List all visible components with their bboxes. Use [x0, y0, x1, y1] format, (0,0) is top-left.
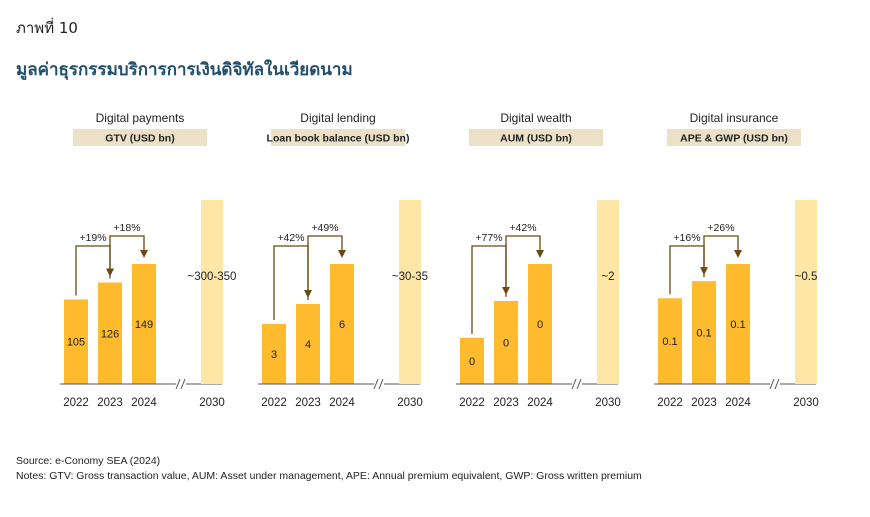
digital-wealth-tick-2024: 2024 — [527, 397, 553, 409]
digital-wealth-growth-arrow-2 — [505, 235, 544, 297]
figure-title: มูลค่าธุรกรรมบริการการเงินดิจิทัลในเวียด… — [16, 60, 353, 80]
digital-payments-axis-break-b — [180, 378, 186, 390]
digital-wealth-growth-label-1: +77% — [475, 232, 502, 244]
digital-insurance-title: Digital insurance — [690, 111, 779, 125]
digital-insurance-tick-2022: 2022 — [657, 397, 683, 409]
digital-lending-tick-2023: 2023 — [295, 397, 321, 409]
digital-insurance-axis-break-a — [769, 378, 775, 390]
digital-insurance-bar-2023 — [692, 281, 716, 384]
digital-lending-value-label-2024: 6 — [339, 319, 345, 331]
digital-payments-growth-label-1: +19% — [79, 232, 106, 244]
digital-wealth-projection-label: ~2 — [601, 271, 614, 283]
digital-insurance-tick-2024: 2024 — [725, 397, 751, 409]
digital-insurance-value-label-2022: 0.1 — [662, 336, 677, 348]
digital-lending-bar-2022 — [262, 324, 286, 384]
digital-wealth-value-label-2024: 0 — [537, 319, 543, 331]
notes: Notes: GTV: Gross transaction value, AUM… — [16, 470, 642, 482]
digital-insurance-bar-2024 — [726, 264, 750, 384]
digital-wealth-projection-bar — [597, 200, 619, 384]
digital-lending-tick-2022: 2022 — [261, 397, 287, 409]
digital-payments-bar-2024 — [132, 264, 156, 384]
digital-wealth-tick-2030: 2030 — [595, 397, 621, 409]
digital-payments-metric-box — [73, 129, 207, 146]
digital-insurance-tick-2030: 2030 — [793, 397, 819, 409]
digital-insurance-projection-bar — [795, 200, 817, 384]
digital-lending-projection-bar — [399, 200, 421, 384]
digital-lending-value-label-2022: 3 — [271, 349, 277, 361]
digital-wealth-value-label-2022: 0 — [469, 356, 475, 368]
digital-payments-axis-break-a — [175, 378, 181, 390]
digital-insurance-bar-2022 — [658, 298, 682, 384]
digital-lending-metric-box — [271, 129, 405, 146]
chart-panels: Digital payments GTV (USD bn) 105 2022 126 20… — [60, 111, 819, 409]
digital-wealth-growth-label-2: +42% — [509, 222, 536, 234]
digital-payments-growth-arrow-2 — [109, 235, 148, 279]
digital-payments-value-label-2024: 149 — [135, 319, 153, 331]
digital-payments-tick-2023: 2023 — [97, 397, 123, 409]
digital-lending-growth-label-1: +42% — [277, 232, 304, 244]
digital-wealth-axis-break-b — [576, 378, 582, 390]
digital-insurance-axis-break-b — [774, 378, 780, 390]
digital-lending-value-label-2023: 4 — [305, 339, 311, 351]
digital-payments-value-label-2022: 105 — [67, 337, 85, 349]
digital-payments-projection-label: ~300-350 — [188, 271, 237, 283]
digital-payments-projection-bar — [201, 200, 223, 384]
digital-insurance-growth-arrow-2 — [703, 235, 742, 278]
digital-wealth-bar-2022 — [460, 337, 484, 384]
digital-insurance-projection-label: ~0.5 — [795, 271, 818, 283]
digital-insurance-metric-label: APE & GWP (USD bn) — [680, 133, 788, 145]
digital-wealth-metric-label: AUM (USD bn) — [500, 133, 572, 145]
digital-payments-bar-2023 — [98, 282, 122, 384]
digital-payments-tick-2030: 2030 — [199, 397, 225, 409]
digital-insurance-tick-2023: 2023 — [691, 397, 717, 409]
digital-insurance-growth-label-2: +26% — [707, 222, 734, 234]
digital-wealth-tick-2022: 2022 — [459, 397, 485, 409]
digital-payments-value-label-2023: 126 — [101, 328, 119, 340]
digital-wealth-tick-2023: 2023 — [493, 397, 519, 409]
digital-insurance-growth-label-1: +16% — [673, 232, 700, 244]
digital-lending-tick-2030: 2030 — [397, 397, 423, 409]
digital-lending-tick-2024: 2024 — [329, 397, 355, 409]
digital-wealth-value-label-2023: 0 — [503, 337, 509, 349]
digital-lending-growth-label-2: +49% — [311, 222, 338, 234]
digital-lending-growth-arrow-2 — [307, 235, 346, 300]
digital-payments-bar-2022 — [64, 299, 88, 384]
digital-wealth-bar-2024 — [528, 264, 552, 384]
digital-wealth-title: Digital wealth — [500, 111, 571, 125]
digital-wealth-bar-2023 — [494, 300, 518, 384]
digital-payments-growth-label-2: +18% — [113, 222, 140, 234]
digital-lending-axis-break-a — [373, 378, 379, 390]
digital-lending-bar-2023 — [296, 304, 320, 384]
digital-payments-metric-label: GTV (USD bn) — [105, 133, 174, 145]
figure-label: ภาพที่ 10 — [16, 19, 78, 37]
digital-payments-tick-2024: 2024 — [131, 397, 157, 409]
digital-lending-axis-break-b — [378, 378, 384, 390]
digital-payments-tick-2022: 2022 — [63, 397, 89, 409]
digital-insurance-metric-box — [667, 129, 801, 146]
digital-lending-metric-label: Loan book balance (USD bn) — [267, 133, 410, 145]
digital-lending-bar-2024 — [330, 264, 354, 384]
digital-wealth-axis-break-a — [571, 378, 577, 390]
digital-wealth-metric-box — [469, 129, 603, 146]
digital-lending-projection-label: ~30-35 — [392, 271, 428, 283]
digital-insurance-value-label-2024: 0.1 — [730, 319, 745, 331]
source-note: Source: e-Conomy SEA (2024) — [16, 455, 161, 467]
digital-lending-title: Digital lending — [300, 111, 375, 125]
digital-insurance-value-label-2023: 0.1 — [696, 328, 711, 340]
digital-payments-title: Digital payments — [96, 111, 185, 125]
